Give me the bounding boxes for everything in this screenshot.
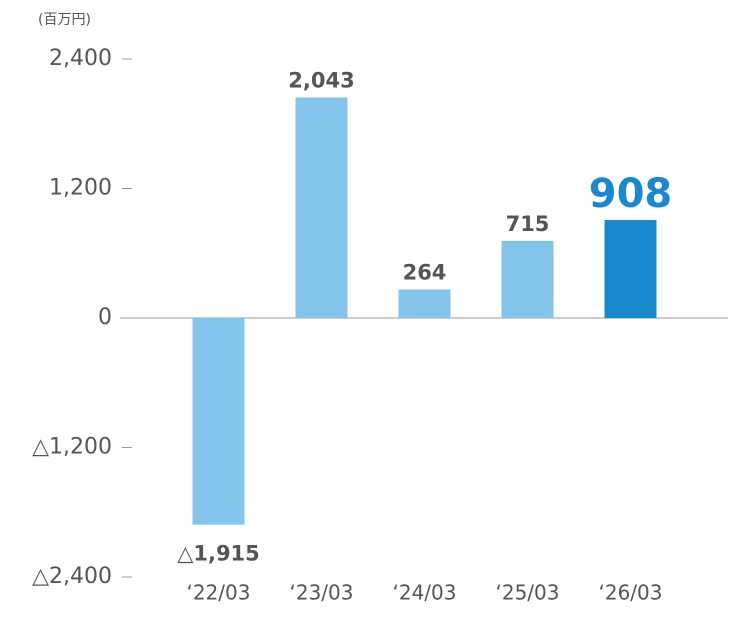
y-tick-label: 1,200 bbox=[49, 176, 112, 201]
bar bbox=[295, 97, 348, 319]
bar bbox=[604, 220, 657, 318]
x-tick-label: ‘23/03 bbox=[290, 581, 354, 605]
bar bbox=[192, 318, 245, 525]
value-label: 715 bbox=[506, 212, 550, 236]
y-tick-label: 0 bbox=[98, 305, 112, 330]
bar bbox=[501, 240, 554, 318]
x-tick-label: ‘25/03 bbox=[496, 581, 560, 605]
value-label: 2,043 bbox=[288, 69, 354, 93]
x-tick-label: ‘22/03 bbox=[187, 581, 251, 605]
y-tick-label: 2,400 bbox=[49, 46, 112, 71]
x-tick-label: ‘24/03 bbox=[393, 581, 457, 605]
y-tick-label: △1,200 bbox=[32, 435, 112, 460]
value-label: 908 bbox=[589, 171, 673, 217]
bar bbox=[398, 289, 451, 318]
value-label: △1,915 bbox=[177, 542, 260, 566]
y-tick-label: △2,400 bbox=[32, 564, 112, 589]
y-axis-label: (百万円) bbox=[38, 12, 91, 28]
x-tick-label: ‘26/03 bbox=[599, 581, 663, 605]
value-label: 264 bbox=[403, 261, 447, 285]
